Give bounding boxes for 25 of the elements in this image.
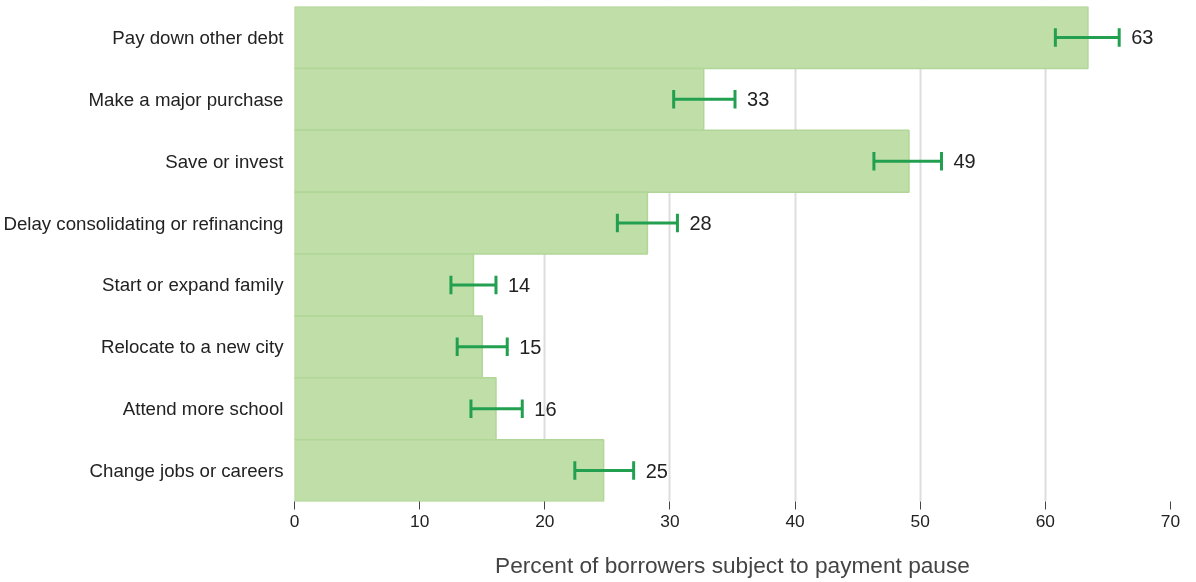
x-tick-label: 20 [535, 510, 555, 531]
y-tick-label: Make a major purchase [88, 88, 284, 110]
data-label: 16 [534, 397, 557, 420]
x-axis-title: Percent of borrowers subject to payment pause [495, 551, 970, 578]
y-tick-label: Relocate to a new city [100, 336, 285, 358]
y-tick-label: Change jobs or careers [89, 460, 284, 482]
data-label: 28 [689, 212, 712, 235]
data-label: 14 [507, 273, 531, 296]
data-label: 25 [645, 459, 668, 482]
y-tick-label: Pay down other debt [112, 26, 285, 48]
data-label: 15 [519, 335, 542, 358]
y-tick-label: Save or invest [165, 150, 285, 172]
x-tick-label: 70 [1160, 510, 1181, 531]
x-tick-label: 30 [660, 510, 680, 531]
data-label: 49 [953, 150, 976, 173]
y-tick-label: Attend more school [122, 398, 284, 420]
data-label: 33 [747, 88, 770, 111]
x-tick-label: 60 [1035, 510, 1055, 531]
y-tick-label: Delay consolidating or refinancing [3, 212, 284, 234]
y-tick-label: Start or expand family [102, 274, 285, 296]
x-tick-label: 40 [785, 510, 805, 531]
x-tick-label: 50 [910, 510, 930, 531]
data-label: 63 [1131, 26, 1154, 49]
x-tick-label: 0 [289, 510, 300, 531]
x-tick-label: 10 [410, 510, 430, 531]
